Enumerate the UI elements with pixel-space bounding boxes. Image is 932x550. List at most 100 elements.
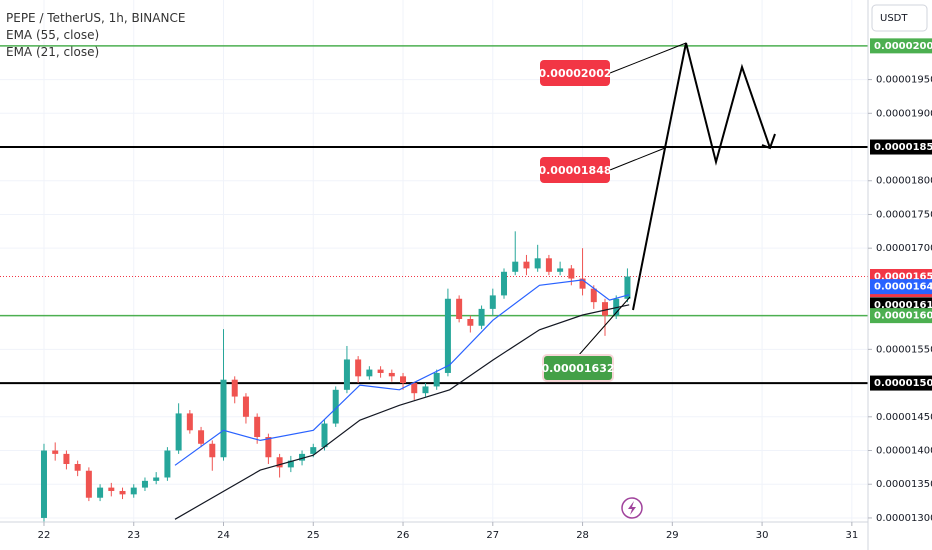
ema-line (174, 279, 630, 466)
y-tick-label: 0.00001700 (876, 243, 932, 254)
callout-leader (577, 296, 631, 357)
price-tag-label: 0.00001616 (874, 300, 932, 311)
projection-path (632, 42, 771, 311)
candle-body (355, 359, 362, 377)
candle-body (299, 453, 306, 461)
candle-body (108, 487, 115, 491)
candle-body (130, 487, 137, 495)
candle-body (557, 268, 564, 272)
price-tag (870, 139, 932, 155)
x-tick-label: 28 (576, 530, 589, 541)
candle-body (63, 453, 70, 464)
candle-body (164, 450, 171, 478)
y-tick-label: 0.00001350 (876, 479, 932, 490)
x-tick-label: 23 (127, 530, 140, 541)
candle-body (366, 369, 373, 377)
legend-entry: EMA (55, close) (6, 28, 99, 42)
price-tag (870, 308, 932, 324)
price-tag (870, 38, 932, 54)
price-tag-label: 0.00001500 (874, 378, 932, 389)
candle-body (534, 258, 541, 269)
y-tick-label: 0.00001550 (876, 344, 932, 355)
y-tick-label: 0.00001900 (876, 108, 932, 119)
candle-body (624, 276, 631, 299)
candle-body (198, 430, 205, 444)
candle-body (444, 298, 451, 373)
candle-body (433, 372, 440, 387)
arrow-head (761, 133, 776, 150)
lightning (628, 501, 636, 515)
currency-label[interactable]: USDT (880, 13, 908, 24)
candle-body (287, 460, 294, 468)
price-tag-label: 0.00001643 (874, 282, 932, 293)
candle-body (601, 302, 608, 316)
candle-body (40, 450, 47, 518)
y-tick-label: 0.00001800 (876, 176, 932, 187)
callout-label: 0.00002002 (538, 67, 611, 80)
candle-body (332, 389, 339, 424)
price-tag (870, 375, 932, 391)
candle-body (141, 480, 148, 488)
x-tick-label: 30 (756, 530, 769, 541)
x-tick-label: 24 (217, 530, 230, 541)
candle-body (153, 477, 160, 481)
y-tick-label: 0.00001950 (876, 75, 932, 86)
candle-body (97, 487, 104, 498)
y-tick-label: 0.00001750 (876, 209, 932, 220)
candle-body (231, 379, 238, 397)
candle-body (512, 261, 519, 272)
candle-body (175, 413, 182, 451)
candle-body (568, 268, 575, 279)
candle-body (220, 379, 227, 458)
candle-body (400, 376, 407, 384)
y-tick-label: 0.00001450 (876, 412, 932, 423)
legend-entry: EMA (21, close) (6, 45, 99, 59)
candle-body (545, 258, 552, 272)
callout (542, 354, 614, 382)
x-tick-label: 31 (845, 530, 858, 541)
callout-leader (609, 147, 666, 171)
candle-body (489, 295, 496, 309)
candle-body (209, 443, 216, 458)
candle-body (411, 383, 418, 394)
candle-body (456, 298, 463, 319)
candle-body (276, 457, 283, 468)
candle-body (501, 271, 508, 296)
candle-body (422, 386, 429, 394)
callout-label: 0.00001632 (541, 362, 614, 375)
candle-body (310, 447, 317, 454)
candle-body (321, 423, 328, 448)
candle-body (343, 359, 350, 390)
price-tag-label: 0.00001658 (874, 272, 932, 283)
candle-body (242, 396, 249, 417)
candle-body (254, 416, 261, 438)
candle-body (478, 308, 485, 326)
callout (540, 60, 610, 86)
x-tick-label: 26 (397, 530, 410, 541)
candle-body (186, 413, 193, 431)
candle-body (74, 464, 81, 471)
candle-body (590, 288, 597, 303)
y-tick-label: 0.00001400 (876, 446, 932, 457)
x-tick-label: 27 (486, 530, 499, 541)
callout-label: 0.00001848 (538, 164, 611, 177)
candle-body (265, 437, 272, 458)
candle-body (119, 490, 126, 495)
candle-body (52, 450, 59, 454)
currency-button[interactable] (871, 4, 928, 32)
ema-line (174, 304, 630, 520)
candle-body (377, 369, 384, 373)
price-tag (870, 279, 932, 295)
candle-body (388, 372, 395, 377)
x-tick-label: 22 (38, 530, 51, 541)
x-tick-label: 25 (307, 530, 320, 541)
candle-body (579, 278, 586, 289)
callout-leader (609, 42, 687, 74)
candle-body (467, 319, 474, 326)
x-tick-label: 29 (666, 530, 679, 541)
y-tick-label: 0.00001300 (876, 513, 932, 524)
